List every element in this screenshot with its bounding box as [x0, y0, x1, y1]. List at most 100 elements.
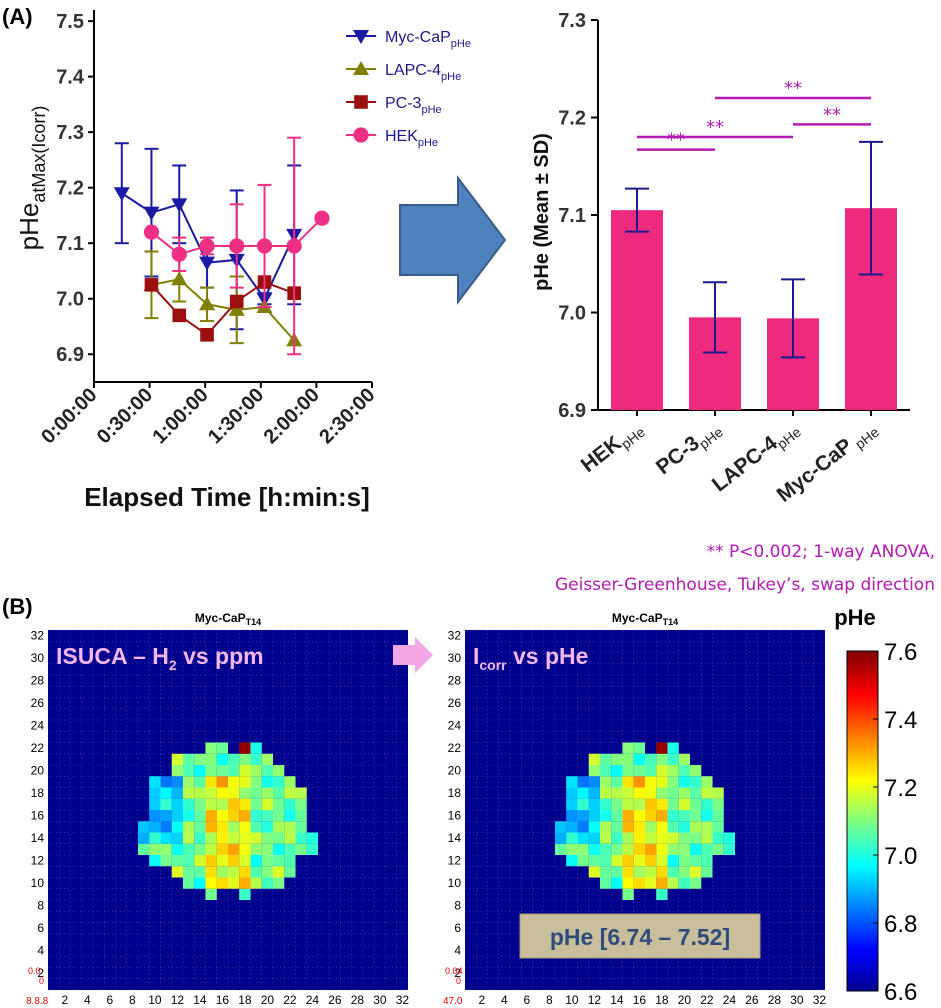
heatmap-cell	[216, 787, 228, 799]
heatmap-cell	[138, 832, 150, 844]
heatmap-x-tick-label: 26	[745, 993, 759, 1007]
heatmap-y-tick-label: 22	[448, 741, 462, 755]
heatmap-cell	[622, 765, 634, 777]
heatmap-cell	[656, 821, 668, 833]
heatmap-cell	[645, 843, 657, 855]
heatmap-cell	[284, 776, 296, 788]
heatmap-cell	[138, 821, 150, 833]
heatmap-cell	[239, 798, 251, 810]
heatmap-cell	[667, 843, 679, 855]
line-chart-y-tick-label: 7.2	[56, 178, 84, 200]
heatmap-cell	[723, 843, 735, 855]
heatmap-cell	[171, 810, 183, 822]
heatmap-cell	[261, 877, 273, 889]
heatmap-y-tick-label: 30	[31, 651, 45, 665]
heatmap-cell	[284, 843, 296, 855]
heatmap-x-tick-label: 8	[129, 993, 136, 1007]
heatmap-x-tick-label: 20	[678, 993, 692, 1007]
heatmap-cell	[611, 821, 623, 833]
heatmap-cell	[577, 776, 589, 788]
heatmap-cell	[205, 810, 217, 822]
heatmap-cell	[228, 843, 240, 855]
heatmap-cell	[183, 753, 195, 765]
heatmap-cell	[250, 742, 262, 754]
data-point	[199, 256, 216, 271]
heatmap-cell	[216, 776, 228, 788]
heatmap-cell	[566, 810, 578, 822]
heatmap-cell	[295, 810, 307, 822]
heatmap-cell	[250, 776, 262, 788]
heatmap-cell	[250, 843, 262, 855]
series-line	[150, 280, 295, 337]
heatmap-y-tick-label: 12	[448, 854, 462, 868]
heatmap-cell	[171, 821, 183, 833]
heatmap-corner-label: 0.0	[28, 966, 41, 976]
legend-marker-icon	[353, 61, 369, 75]
heatmap-cell	[183, 855, 195, 867]
heatmap-cell	[566, 776, 578, 788]
heatmap-cell	[160, 855, 172, 867]
bar-chart-y-axis-title: pHe (Mean ± SD)	[531, 133, 553, 291]
heatmap-corner-label: 0.04	[445, 966, 463, 976]
heatmap-cell	[250, 765, 262, 777]
heatmap-cell	[678, 765, 690, 777]
heatmap-cell	[250, 832, 262, 844]
heatmap-cell	[149, 832, 161, 844]
heatmap-corner-label: 0	[39, 976, 44, 986]
legend-label: Myc-CaPpHe	[385, 29, 471, 50]
heatmap-cell	[667, 832, 679, 844]
heatmap-cell	[295, 843, 307, 855]
heatmap-cell	[712, 821, 724, 833]
heatmap-y-tick-label: 24	[448, 719, 462, 733]
heatmap-y-tick-label: 2	[454, 966, 461, 980]
heatmap-cell	[645, 821, 657, 833]
line-chart-x-tick-label: 0:30:00	[93, 384, 157, 448]
heatmap-cell	[228, 877, 240, 889]
heatmap-cell	[600, 798, 612, 810]
heatmap-cell	[205, 776, 217, 788]
heatmap-cell	[171, 776, 183, 788]
heatmap-overlay-label: Icorr vs pHe	[473, 643, 588, 673]
data-point	[143, 224, 160, 240]
heatmap-cell	[588, 798, 600, 810]
heatmap-cell	[194, 832, 206, 844]
heatmap-cell	[216, 877, 228, 889]
heatmap-cell	[622, 787, 634, 799]
data-point	[144, 278, 159, 292]
heatmap-cell	[588, 787, 600, 799]
heatmap-cell	[622, 753, 634, 765]
heatmap-cell	[622, 866, 634, 878]
line-chart-y-tick-label: 6.9	[56, 344, 84, 366]
heatmap-x-tick-label: 28	[768, 993, 782, 1007]
heatmap-cell	[228, 810, 240, 822]
heatmap-title: Myc-CaPT14	[195, 611, 261, 627]
heatmap-cell	[216, 798, 228, 810]
heatmap-cell	[667, 810, 679, 822]
legend-label: HEKpHe	[385, 128, 438, 149]
heatmap-x-tick-label: 4	[84, 993, 91, 1007]
heatmap-cell	[205, 888, 217, 900]
heatmap-cell	[194, 776, 206, 788]
line-chart: 6.9 7.0 7.1 7.2 7.3 7.4 7.5 0:00:000:30:001:00:…	[14, 10, 380, 512]
heatmap-cell	[633, 798, 645, 810]
heatmap-cell	[239, 832, 251, 844]
heatmap-cell	[183, 877, 195, 889]
heatmap-cell	[216, 753, 228, 765]
heatmap-cell	[160, 843, 172, 855]
heatmap-cell	[205, 821, 217, 833]
heatmap-cell	[633, 866, 645, 878]
heatmap-cell	[622, 888, 634, 900]
ph-range-box	[519, 913, 761, 959]
series-pc-3	[144, 275, 301, 342]
heatmap-cell	[656, 753, 668, 765]
bar-chart-y-tick-label: 7.1	[558, 205, 586, 227]
heatmap-cell	[183, 787, 195, 799]
heatmap-y-tick-label: 26	[448, 696, 462, 710]
panel-b-label: (B)	[2, 594, 33, 619]
heatmap-cell	[171, 855, 183, 867]
heatmap-cell	[205, 765, 217, 777]
heatmap-cell	[656, 787, 668, 799]
heatmap-x-tick-label: 8	[546, 993, 553, 1007]
heatmap-cell	[273, 765, 285, 777]
